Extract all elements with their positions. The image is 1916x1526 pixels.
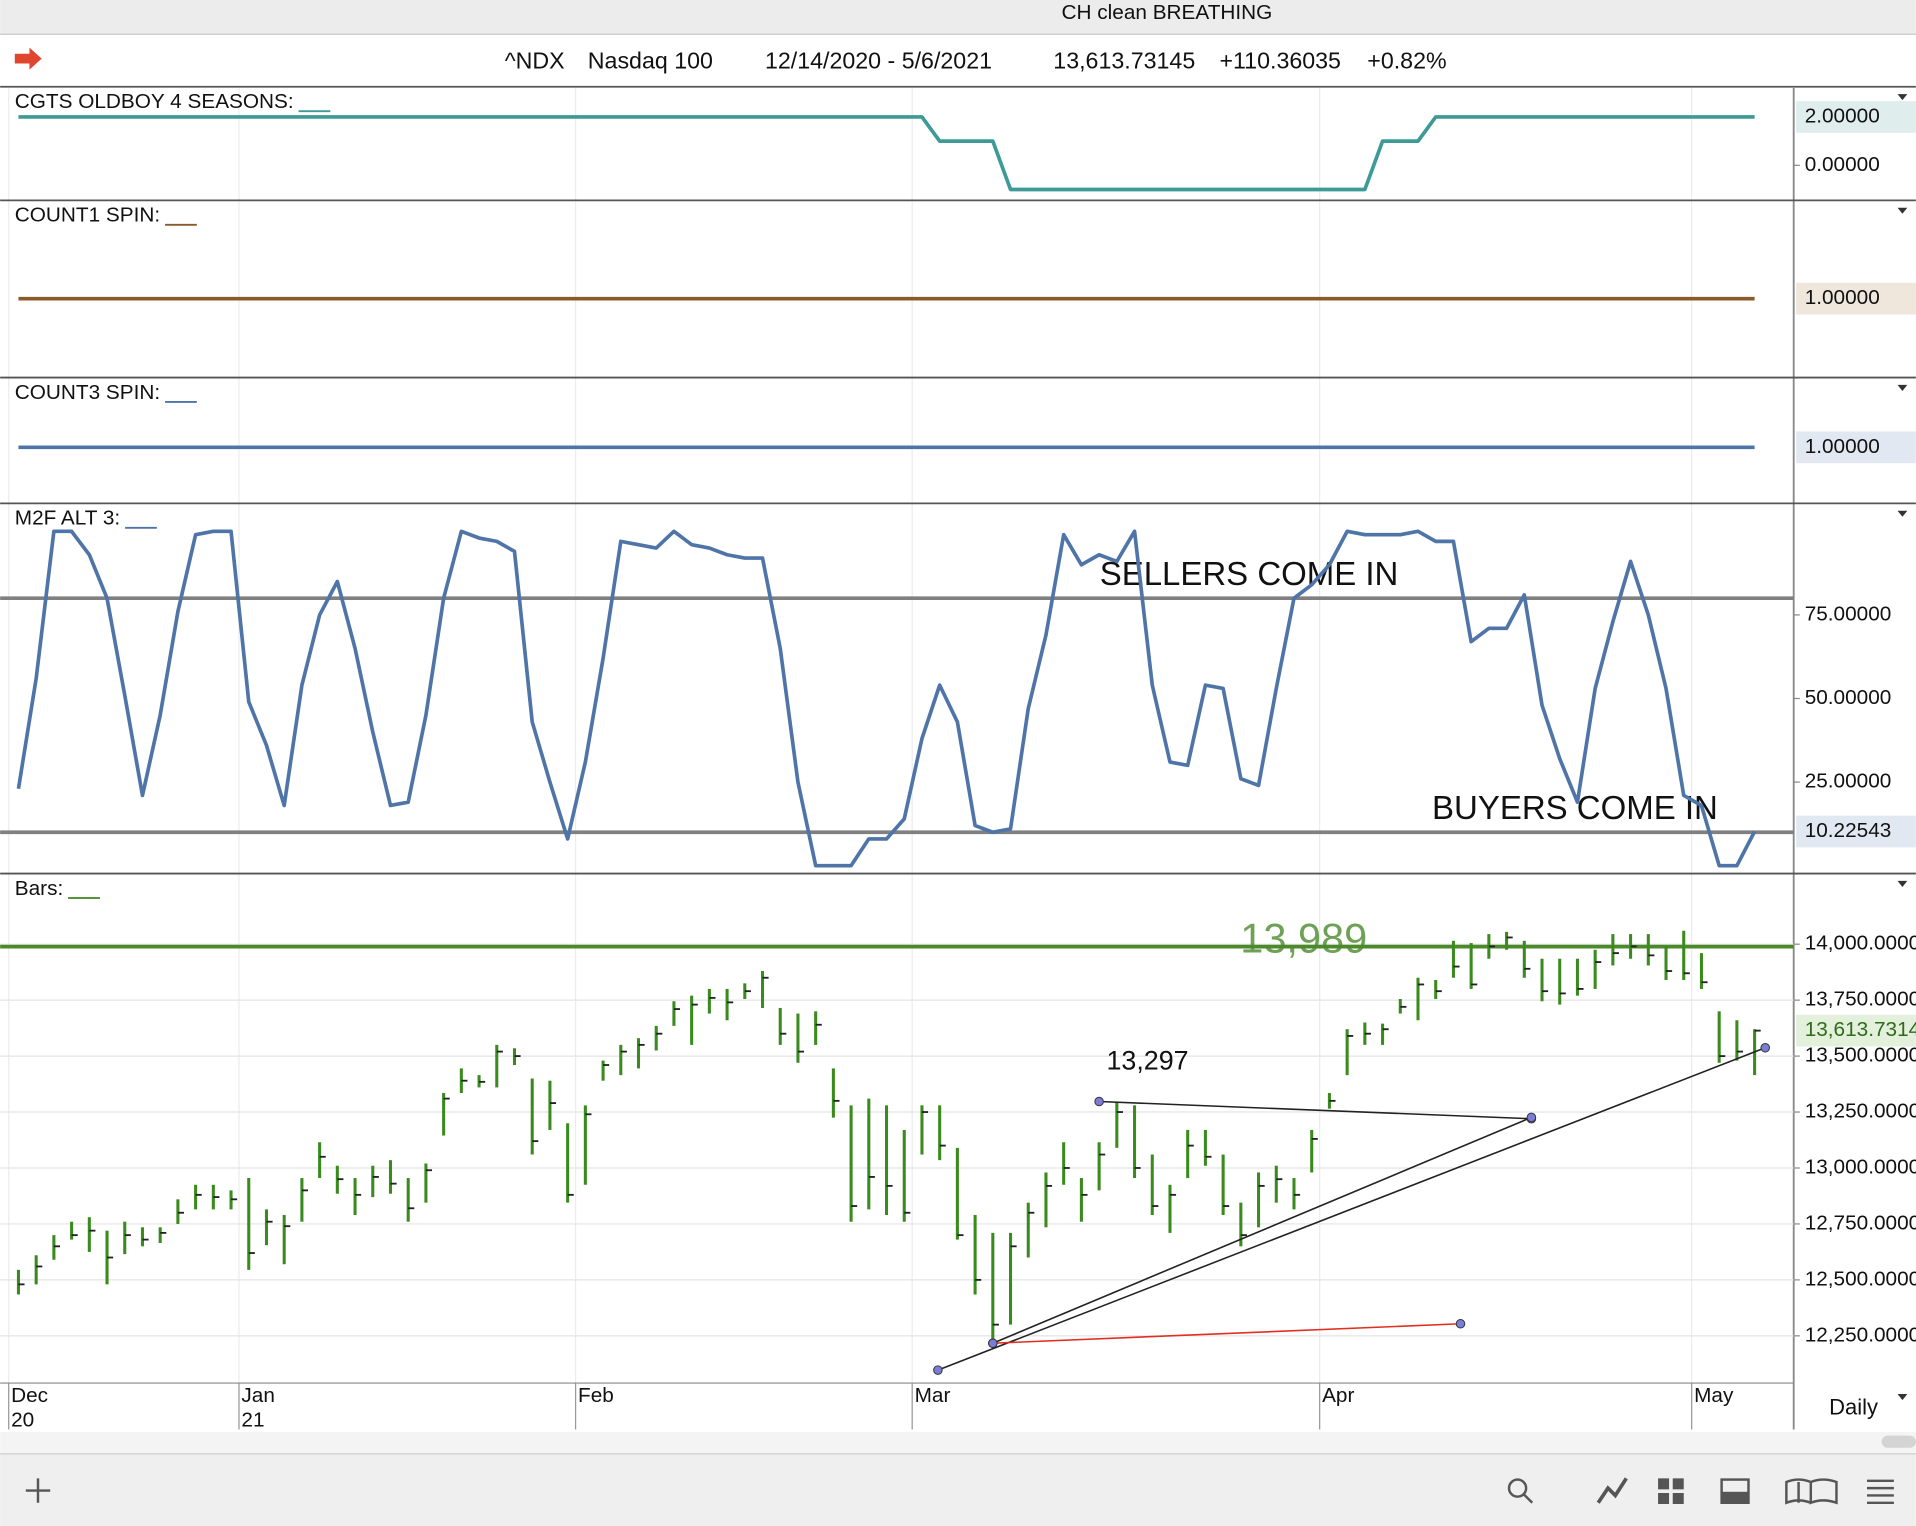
panel-title: Bars: bbox=[15, 877, 63, 900]
scroll-thumb[interactable] bbox=[1881, 1435, 1916, 1448]
trendline bbox=[937, 1047, 1766, 1371]
reference-label: 13,989 bbox=[1240, 915, 1367, 962]
last-value-box bbox=[1796, 815, 1916, 848]
y-tick-label: 25.00000 bbox=[1805, 770, 1892, 793]
y-tick-label: 50.00000 bbox=[1805, 686, 1892, 709]
timeframe[interactable]: Daily bbox=[1829, 1395, 1878, 1420]
panel-menu[interactable] bbox=[1897, 94, 1908, 101]
search-button[interactable] bbox=[1507, 1478, 1528, 1498]
y-tick-label: 13,500.0000 bbox=[1805, 1044, 1916, 1067]
last-value-label: 10.22543 bbox=[1805, 819, 1892, 842]
panel-title: M2F ALT 3: bbox=[15, 507, 120, 530]
book-button[interactable] bbox=[1785, 1478, 1838, 1505]
panel-title: COUNT3 SPIN: bbox=[15, 381, 160, 404]
window-title: CH clean BREATHING bbox=[1062, 1, 1273, 24]
symbol: ^NDX bbox=[505, 47, 565, 73]
x-tick-year: 20 bbox=[11, 1408, 34, 1431]
y-tick-label: 13,250.0000 bbox=[1805, 1100, 1916, 1123]
last-price: 13,613.73145 bbox=[1053, 47, 1195, 73]
last-value-box bbox=[1796, 431, 1916, 464]
trendline-handle bbox=[1094, 1096, 1104, 1107]
y-tick-label: 0.00000 bbox=[1805, 153, 1880, 176]
panel-menu[interactable] bbox=[1897, 384, 1908, 391]
x-tick-label: Feb bbox=[578, 1384, 614, 1407]
grid-button-cell bbox=[1672, 1478, 1684, 1490]
y-tick-label: 13,750.0000 bbox=[1805, 988, 1916, 1011]
y-tick-label: 75.00000 bbox=[1805, 602, 1892, 625]
toolbar-icons bbox=[25, 1477, 1894, 1505]
layout-icons bbox=[1658, 1478, 1750, 1505]
add-button[interactable] bbox=[25, 1478, 51, 1503]
timeframe-box[interactable] bbox=[1794, 1384, 1916, 1430]
trendline-handle bbox=[1455, 1318, 1466, 1329]
last-value-label: 13,613.7314 bbox=[1805, 1018, 1916, 1041]
trendline bbox=[992, 1116, 1532, 1344]
search-handle bbox=[1522, 1493, 1534, 1504]
trendline-handle bbox=[988, 1338, 998, 1348]
scrollbar[interactable] bbox=[0, 1431, 1916, 1454]
panel-button-fill bbox=[1721, 1491, 1749, 1503]
reference-label: SELLERS COME IN bbox=[1100, 555, 1399, 592]
panel-menu[interactable] bbox=[1897, 880, 1908, 888]
symbol-name: Nasdaq 100 bbox=[588, 47, 713, 73]
y-tick-label: 13,000.0000 bbox=[1805, 1155, 1916, 1178]
x-tick-label: Mar bbox=[915, 1384, 951, 1407]
y-tick-label: 14,000.0000 bbox=[1805, 932, 1916, 955]
trendline-handle bbox=[1526, 1112, 1537, 1123]
x-tick-label: Jan bbox=[241, 1384, 274, 1407]
trendline bbox=[1099, 1100, 1532, 1120]
grid-button-cell bbox=[1658, 1493, 1670, 1505]
trendline-handle bbox=[1760, 1043, 1770, 1053]
last-value-label: 2.00000 bbox=[1805, 104, 1880, 127]
panel-title: CGTS OLDBOY 4 SEASONS: bbox=[15, 90, 294, 113]
last-value-box bbox=[1796, 282, 1916, 315]
panel-title: COUNT1 SPIN: bbox=[15, 204, 160, 227]
x-tick-label: May bbox=[1694, 1384, 1734, 1407]
toolbar bbox=[0, 1453, 1916, 1526]
y-tick-label: 12,250.0000 bbox=[1805, 1323, 1916, 1346]
x-tick-year: 21 bbox=[241, 1408, 264, 1431]
price-change-pct: +0.82% bbox=[1367, 47, 1446, 73]
title-bar bbox=[0, 0, 1916, 35]
price-change: +110.36035 bbox=[1219, 47, 1341, 73]
panel-menu[interactable] bbox=[1897, 207, 1908, 214]
last-value-box bbox=[1796, 101, 1916, 133]
trendline bbox=[992, 1322, 1461, 1345]
y-tick-label: 12,500.0000 bbox=[1805, 1267, 1916, 1290]
date-range: 12/14/2020 - 5/6/2021 bbox=[765, 47, 992, 73]
panel-menu[interactable] bbox=[1897, 510, 1908, 517]
last-value-box bbox=[1796, 1014, 1916, 1047]
last-value-label: 1.00000 bbox=[1805, 435, 1880, 458]
arrow-icon[interactable] bbox=[14, 47, 42, 70]
grid-button[interactable] bbox=[1658, 1478, 1670, 1490]
x-tick-label: Dec bbox=[11, 1384, 48, 1407]
trendline-handle bbox=[933, 1365, 943, 1375]
trendline-label: 13,297 bbox=[1106, 1046, 1188, 1076]
grid-button-cell bbox=[1672, 1493, 1684, 1505]
series-line bbox=[16, 529, 1757, 868]
x-tick-label: Apr bbox=[1322, 1384, 1354, 1407]
chart-type-button[interactable] bbox=[1596, 1477, 1628, 1504]
menu-button[interactable] bbox=[1867, 1479, 1894, 1505]
last-value-label: 1.00000 bbox=[1805, 286, 1880, 309]
series-line bbox=[18, 115, 1755, 192]
dropdown-arrow[interactable] bbox=[1897, 1394, 1908, 1401]
y-tick-label: 12,750.0000 bbox=[1805, 1211, 1916, 1234]
